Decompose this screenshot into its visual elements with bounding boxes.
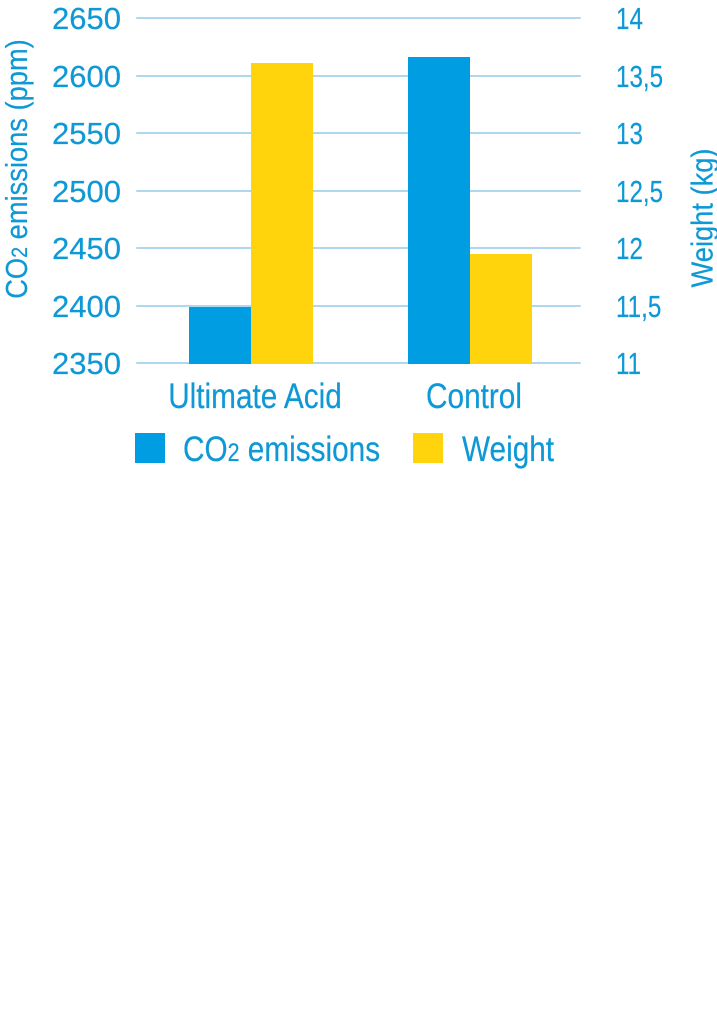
left-axis-title-text: CO xyxy=(0,257,34,299)
right-axis-tick-label: 13,5 xyxy=(616,58,664,94)
right-axis-title-text: Weight (kg) xyxy=(684,148,717,288)
category-label: Ultimate Acid xyxy=(168,377,342,416)
left-axis-tick-label: 2500 xyxy=(52,173,121,209)
bar-weight-ultimate-acid xyxy=(251,62,313,364)
right-axis-title: Weight (kg) xyxy=(684,148,717,288)
legend-swatch-co2 xyxy=(135,433,165,463)
dual-axis-bar-chart: 2650 2600 2550 2500 2450 2400 2350 14 13,5 13 12,… xyxy=(0,0,717,500)
gridline xyxy=(136,362,581,364)
gridline xyxy=(136,247,581,249)
left-axis-tick-label: 2650 xyxy=(52,1,121,36)
legend-label-text: CO xyxy=(183,430,228,469)
gridline xyxy=(136,189,581,192)
legend-label-text: 2 xyxy=(227,439,240,467)
category-label: Control xyxy=(426,377,522,416)
gridline xyxy=(136,74,581,77)
bar-co2-control xyxy=(408,57,470,364)
left-axis-title-subscript: 2 xyxy=(7,246,32,258)
right-axis-tick-label: 12,5 xyxy=(616,173,664,209)
right-axis-tick-label: 12 xyxy=(616,231,643,266)
legend-label-weight: Weight xyxy=(462,432,554,471)
right-axis-tick-label: 11 xyxy=(616,346,642,381)
legend-label-text: Weight xyxy=(462,430,555,469)
gridline xyxy=(136,304,581,307)
legend-label-co2: CO2 emissions xyxy=(183,432,380,471)
left-axis-tick-label: 2550 xyxy=(52,116,121,151)
left-axis-tick-label: 2600 xyxy=(52,58,121,94)
left-axis-tick-label: 2350 xyxy=(52,346,121,381)
left-axis-title: CO2 emissions (ppm) xyxy=(0,39,35,299)
right-axis-tick-label: 14 xyxy=(616,1,643,36)
right-axis-tick-label: 13 xyxy=(616,116,643,151)
left-axis-tick-label: 2400 xyxy=(52,288,121,324)
gridline xyxy=(136,132,581,134)
legend-swatch-weight xyxy=(413,433,443,463)
left-axis-tick-label: 2450 xyxy=(52,231,121,266)
left-axis-title-text-rest: emissions (ppm) xyxy=(0,39,34,247)
legend-label-text: emissions xyxy=(239,430,381,469)
bar-co2-ultimate-acid xyxy=(189,306,251,364)
bar-weight-control xyxy=(470,253,532,364)
gridline xyxy=(136,17,581,19)
right-axis-tick-label: 11,5 xyxy=(616,288,662,324)
